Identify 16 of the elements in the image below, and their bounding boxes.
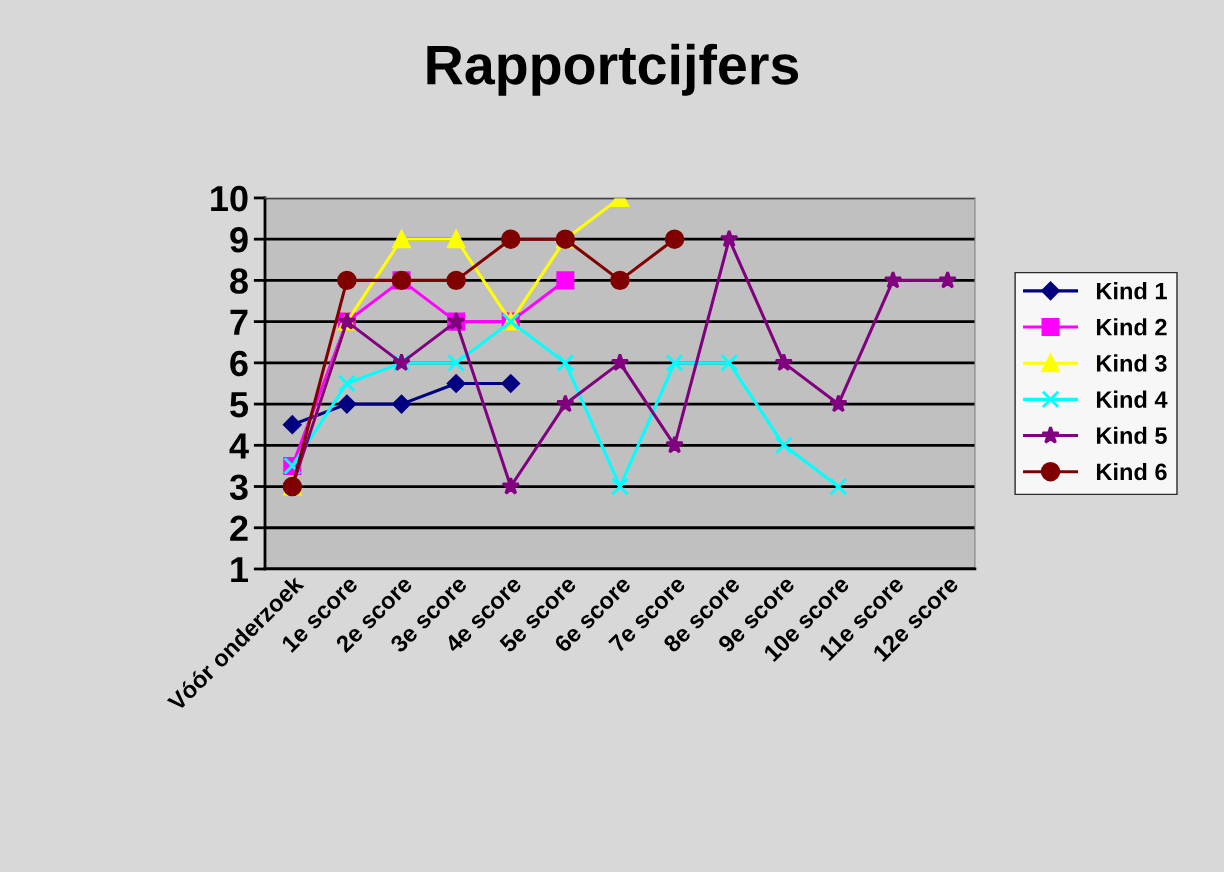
y-tick-label: 9 bbox=[230, 227, 248, 253]
y-tick-label: 8 bbox=[230, 268, 248, 294]
legend-label: Kind 5 bbox=[1096, 426, 1167, 445]
y-tick-label: 2 bbox=[230, 515, 248, 541]
chart-title: Rapportcijfers bbox=[427, 43, 799, 96]
y-tick-label: 3 bbox=[229, 474, 248, 501]
y-tick-label: 5 bbox=[230, 392, 249, 418]
legend-label: Kind 2 bbox=[1096, 318, 1167, 336]
legend-label: Kind 6 bbox=[1096, 462, 1167, 481]
legend-label: Kind 3 bbox=[1096, 354, 1167, 372]
y-tick-label: 6 bbox=[230, 350, 248, 377]
y-tick-label: 7 bbox=[230, 309, 248, 335]
y-tick-label: 10 bbox=[211, 185, 248, 212]
y-tick-label: 4 bbox=[229, 433, 249, 459]
legend-label: Kind 1 bbox=[1096, 282, 1167, 300]
legend-label: Kind 4 bbox=[1096, 390, 1168, 408]
